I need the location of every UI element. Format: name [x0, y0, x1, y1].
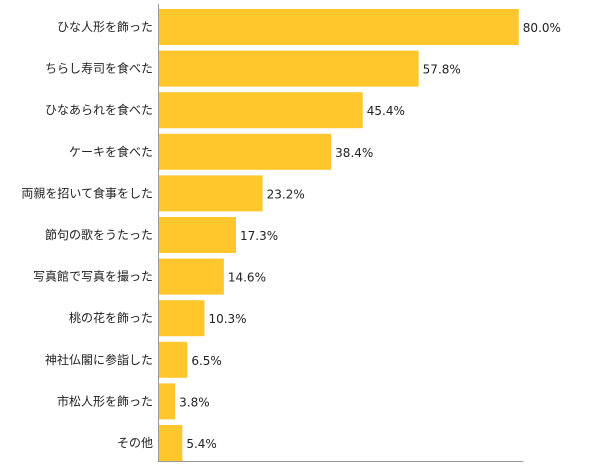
category-label: 節句の歌をうたった — [45, 227, 153, 242]
bar — [158, 92, 363, 129]
data-label: 10.3% — [208, 312, 246, 326]
bar — [158, 217, 237, 253]
bar — [158, 175, 263, 212]
category-label: ケーキを食べた — [69, 144, 153, 159]
category-label: ひな人形を飾った — [57, 20, 153, 34]
data-label: 23.2% — [267, 187, 305, 201]
category-label: 桃の花を飾った — [69, 310, 153, 325]
data-label: 57.8% — [423, 63, 461, 77]
data-label: 6.5% — [191, 354, 222, 368]
bar — [158, 133, 332, 170]
bar — [158, 258, 224, 295]
bar — [158, 425, 183, 461]
category-label: 両親を招いて食事をした — [21, 185, 153, 200]
category-label: ちらし寿司を食べた — [45, 61, 153, 76]
bar — [158, 383, 176, 420]
data-label: 17.3% — [240, 229, 278, 243]
data-label: 5.4% — [186, 437, 217, 451]
bar — [158, 50, 419, 87]
category-labels-group: ひな人形を飾ったちらし寿司を食べたひなあられを食べたケーキを食べた両親を招いて食… — [21, 20, 153, 450]
data-label: 80.0% — [523, 21, 561, 35]
bar — [158, 300, 205, 337]
bars-group — [158, 9, 519, 461]
bar — [158, 341, 188, 378]
value-labels-group: 80.0% 57.8% 45.4% 38.4% 23.2% 17.3% 14.6% 10.3%… — [179, 21, 561, 451]
category-label: ひなあられを食べた — [45, 102, 153, 117]
category-label: 市松人形を飾った — [57, 393, 153, 408]
data-label: 3.8% — [179, 395, 210, 409]
data-label: 38.4% — [335, 146, 373, 160]
bar — [158, 9, 519, 45]
data-label: 45.4% — [367, 104, 405, 118]
category-label: 神社仏閣に参詣した — [45, 352, 153, 367]
category-label: その他 — [117, 436, 153, 450]
category-label: 写真館で写真を撮った — [33, 269, 153, 284]
data-label: 14.6% — [228, 271, 266, 285]
